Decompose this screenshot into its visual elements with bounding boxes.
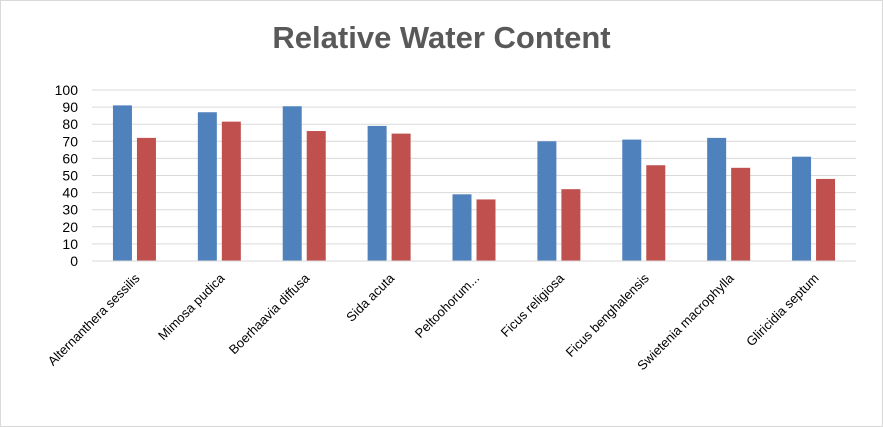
y-tick-label: 40: [62, 185, 78, 201]
bar-series-2: [221, 121, 241, 261]
bar-series-2: [476, 199, 496, 261]
bar-series-2: [306, 131, 326, 261]
bar-series-1: [112, 105, 132, 261]
bar-series-2: [391, 133, 411, 261]
bar-series-1: [452, 194, 472, 261]
bar-series-2: [561, 189, 581, 261]
y-tick-label: 60: [62, 150, 78, 166]
x-axis-category-labels: Alternanthera sessilis Mimosa pudicaBoerh…: [45, 270, 822, 373]
bar-series-2: [136, 137, 156, 261]
y-tick-label: 20: [62, 219, 78, 235]
bar-series-1: [707, 137, 727, 261]
x-category-label: Gliricidia septum: [743, 271, 822, 350]
x-category-label: Ficus religiosa: [498, 270, 568, 340]
y-tick-label: 10: [62, 236, 78, 252]
bar-series-1: [537, 141, 557, 261]
x-category-label: Swietenia macrophylla: [634, 270, 737, 373]
x-category-label: Mimosa pudica: [155, 270, 228, 343]
y-tick-label: 70: [62, 133, 78, 149]
y-tick-label: 100: [55, 82, 79, 98]
bar-series-2: [816, 178, 836, 261]
x-category-label: Ficus benghalensis: [563, 270, 653, 360]
y-tick-label: 30: [62, 202, 78, 218]
y-tick-label: 0: [70, 253, 78, 269]
bars: [112, 105, 836, 262]
y-tick-label: 90: [62, 99, 78, 115]
y-tick-label: 80: [62, 116, 78, 132]
bar-series-1: [367, 125, 387, 261]
x-category-label: Sida acuta: [343, 270, 398, 325]
x-category-label: Boerhaavia diffusa: [226, 270, 313, 357]
chart-title: Relative Water Content: [272, 20, 611, 55]
bar-series-1: [197, 112, 217, 261]
y-tick-label: 50: [62, 168, 78, 184]
bar-series-1: [622, 139, 642, 261]
bar-series-2: [731, 167, 751, 261]
bar-series-2: [646, 165, 666, 261]
x-category-label: Alternanthera sessilis: [45, 270, 143, 368]
gridlines: [92, 89, 856, 245]
x-category-label: Peltoohorum...: [412, 271, 482, 341]
bar-series-1: [792, 156, 812, 261]
bar-series-1: [282, 106, 302, 262]
